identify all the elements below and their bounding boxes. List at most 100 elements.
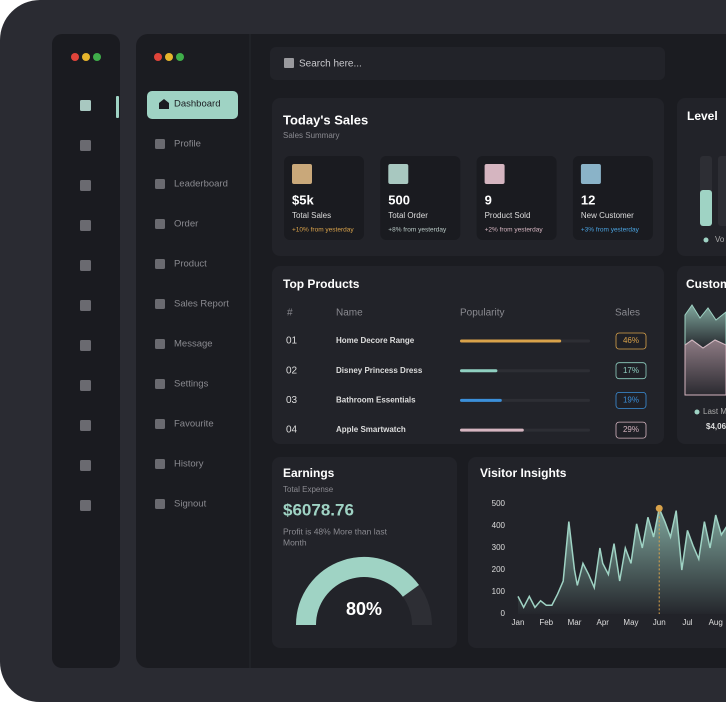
product-name: Disney Princess Dress — [336, 366, 423, 375]
sales-badge — [615, 362, 647, 380]
active-indicator — [116, 96, 119, 118]
popularity-bar — [460, 398, 502, 402]
product-name: Bathroom Essentials — [336, 396, 416, 405]
stat-icon — [484, 164, 505, 184]
stat-change: +8% from yesterday — [388, 227, 447, 234]
nav-item[interactable]: Product — [174, 259, 207, 270]
sales-value: 19% — [623, 396, 639, 405]
x-tick-label: Feb — [539, 618, 553, 627]
nav-item[interactable]: Leaderboard — [174, 179, 228, 190]
x-tick-label: Jul — [682, 618, 692, 627]
nav-item[interactable]: Signout — [174, 499, 207, 510]
x-tick-label: Jun — [653, 618, 666, 627]
legend-label: Vo — [715, 235, 725, 244]
earnings-amount: $6078.76 — [283, 500, 354, 519]
sales-value: 17% — [623, 366, 639, 375]
sales-value: 46% — [623, 336, 639, 345]
sidebar-icon — [80, 100, 91, 111]
popularity-bar — [460, 369, 498, 373]
search-icon — [284, 58, 294, 68]
popularity-bar — [460, 428, 524, 432]
earnings-note: Profit is 48% More than last — [283, 526, 388, 536]
rank: 01 — [286, 336, 298, 347]
dot-red — [154, 53, 162, 61]
rank: 02 — [286, 365, 298, 376]
dot-red — [71, 53, 79, 61]
sidebar-icon — [80, 180, 91, 191]
sales-value: 29% — [623, 425, 639, 434]
stat-value: 500 — [388, 192, 410, 207]
dot-yellow — [165, 53, 173, 61]
nav-icon — [155, 259, 165, 269]
x-tick-label: Mar — [568, 618, 582, 627]
nav-item[interactable]: Profile — [174, 139, 201, 150]
customer-area — [684, 339, 726, 396]
product-name: Apple Smartwatch — [336, 425, 406, 434]
search-bar[interactable] — [270, 47, 665, 80]
highlight-point — [655, 504, 663, 512]
nav-item[interactable]: Sales Report — [174, 299, 229, 310]
sidebar-icon — [80, 260, 91, 271]
nav-icon — [155, 339, 165, 349]
card-title: Level — [687, 109, 718, 123]
column-header: # — [287, 308, 293, 319]
column-header: Name — [336, 308, 363, 319]
card-subtitle: Total Expense — [283, 485, 334, 494]
dot-green — [93, 53, 101, 61]
gauge-value — [296, 557, 420, 626]
sidebar-icon — [80, 420, 91, 431]
nav-icon — [155, 139, 165, 149]
nav-icon — [155, 179, 165, 189]
stat-label: New Customer — [581, 211, 634, 220]
legend-value: $4,06 — [706, 422, 726, 431]
nav-item[interactable]: Favourite — [174, 419, 214, 430]
nav-icon — [155, 219, 165, 229]
dot-yellow — [82, 53, 90, 61]
sales-badge — [615, 332, 647, 350]
stat-value: 9 — [485, 192, 492, 207]
gauge-label: 80% — [346, 599, 382, 619]
card-title: Visitor Insights — [480, 466, 567, 480]
y-tick-label: 300 — [492, 543, 506, 552]
y-tick-label: 400 — [492, 521, 506, 530]
column-header: Sales — [615, 308, 640, 319]
product-name: Home Decore Range — [336, 336, 415, 345]
rank: 03 — [286, 395, 298, 406]
stat-label: Product Sold — [485, 211, 531, 220]
line — [517, 505, 726, 610]
card-title: Earnings — [283, 466, 335, 480]
stat-change: +3% from yesterday — [581, 227, 640, 234]
sales-badge — [615, 391, 647, 409]
legend-dot — [694, 409, 700, 415]
stat-icon — [292, 164, 312, 184]
sidebar-icon — [80, 500, 91, 511]
stat-value: 12 — [581, 192, 595, 207]
x-tick-label: May — [623, 618, 638, 627]
y-tick-label: 200 — [492, 565, 506, 574]
card-title: Today's Sales — [283, 112, 368, 127]
nav-icon — [155, 379, 165, 389]
nav-icon — [155, 459, 165, 469]
nav-item[interactable]: Message — [174, 339, 213, 350]
nav-item[interactable]: Dashboard — [174, 99, 220, 110]
card-title: Top Products — [283, 277, 360, 291]
rank: 04 — [286, 425, 298, 436]
nav-icon — [155, 499, 165, 509]
nav-active[interactable] — [147, 91, 238, 119]
nav-item[interactable]: Order — [174, 219, 198, 230]
y-tick-label: 100 — [492, 587, 506, 596]
level-bar-track — [718, 156, 726, 226]
products-card — [272, 266, 664, 444]
x-tick-label: Jan — [512, 618, 525, 627]
nav-item[interactable]: Settings — [174, 379, 209, 390]
nav-icon — [155, 299, 165, 309]
card-title: Custom — [686, 277, 726, 291]
x-tick-label: Aug — [709, 618, 723, 627]
nav-item[interactable]: History — [174, 459, 204, 470]
stat-icon — [388, 164, 409, 184]
column-header: Popularity — [460, 308, 504, 319]
stat-value: $5k — [292, 192, 314, 207]
stat-label: Total Order — [388, 211, 428, 220]
sidebar-icon — [80, 300, 91, 311]
